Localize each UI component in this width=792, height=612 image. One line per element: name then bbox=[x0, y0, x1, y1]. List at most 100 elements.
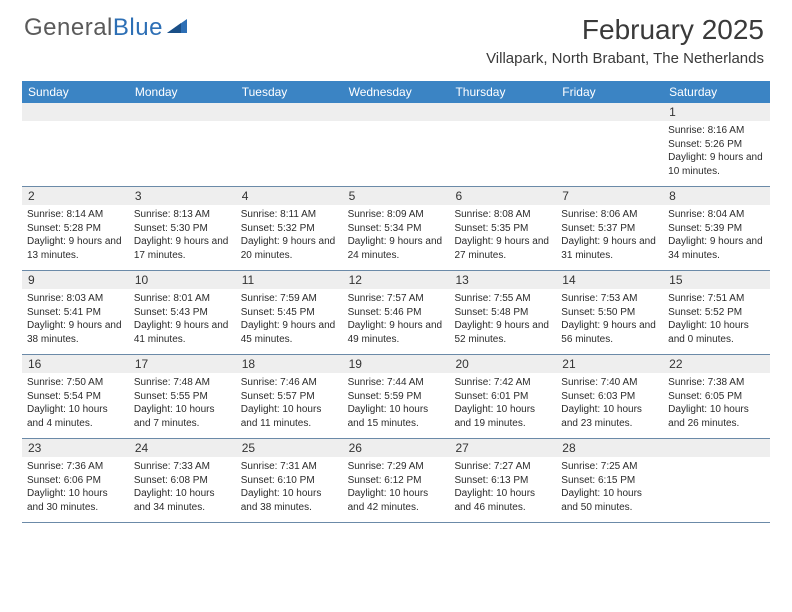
daylight-text: Daylight: 9 hours and 13 minutes. bbox=[27, 235, 124, 262]
day-number bbox=[556, 103, 663, 121]
day-number: 16 bbox=[22, 355, 129, 373]
week-row: Sunrise: 8:16 AMSunset: 5:26 PMDaylight:… bbox=[22, 121, 770, 187]
day-cell: Sunrise: 7:59 AMSunset: 5:45 PMDaylight:… bbox=[236, 289, 343, 354]
sunset-text: Sunset: 5:45 PM bbox=[241, 306, 338, 320]
daylight-text: Daylight: 9 hours and 34 minutes. bbox=[668, 235, 765, 262]
sunrise-text: Sunrise: 8:04 AM bbox=[668, 208, 765, 222]
daylight-text: Daylight: 9 hours and 20 minutes. bbox=[241, 235, 338, 262]
sunset-text: Sunset: 6:12 PM bbox=[348, 474, 445, 488]
sunset-text: Sunset: 6:13 PM bbox=[454, 474, 551, 488]
day-number: 14 bbox=[556, 271, 663, 289]
day-cell: Sunrise: 8:04 AMSunset: 5:39 PMDaylight:… bbox=[663, 205, 770, 270]
day-of-week-header: Sunday Monday Tuesday Wednesday Thursday… bbox=[22, 81, 770, 103]
daylight-text: Daylight: 10 hours and 42 minutes. bbox=[348, 487, 445, 514]
sunset-text: Sunset: 5:52 PM bbox=[668, 306, 765, 320]
sunset-text: Sunset: 5:34 PM bbox=[348, 222, 445, 236]
sunrise-text: Sunrise: 7:51 AM bbox=[668, 292, 765, 306]
dow-friday: Friday bbox=[556, 81, 663, 103]
day-cell bbox=[22, 121, 129, 186]
triangle-icon bbox=[167, 14, 189, 42]
dow-wednesday: Wednesday bbox=[343, 81, 450, 103]
daylight-text: Daylight: 9 hours and 10 minutes. bbox=[668, 151, 765, 178]
sunset-text: Sunset: 5:39 PM bbox=[668, 222, 765, 236]
daylight-text: Daylight: 10 hours and 19 minutes. bbox=[454, 403, 551, 430]
day-cell bbox=[129, 121, 236, 186]
day-number: 27 bbox=[449, 439, 556, 457]
sunrise-text: Sunrise: 7:40 AM bbox=[561, 376, 658, 390]
day-cell: Sunrise: 7:33 AMSunset: 6:08 PMDaylight:… bbox=[129, 457, 236, 522]
dow-sunday: Sunday bbox=[22, 81, 129, 103]
sunset-text: Sunset: 6:15 PM bbox=[561, 474, 658, 488]
week-row: Sunrise: 8:14 AMSunset: 5:28 PMDaylight:… bbox=[22, 205, 770, 271]
day-number: 28 bbox=[556, 439, 663, 457]
sunset-text: Sunset: 6:01 PM bbox=[454, 390, 551, 404]
day-number: 19 bbox=[343, 355, 450, 373]
day-cell: Sunrise: 7:50 AMSunset: 5:54 PMDaylight:… bbox=[22, 373, 129, 438]
daylight-text: Daylight: 9 hours and 56 minutes. bbox=[561, 319, 658, 346]
daylight-text: Daylight: 9 hours and 52 minutes. bbox=[454, 319, 551, 346]
daylight-text: Daylight: 9 hours and 17 minutes. bbox=[134, 235, 231, 262]
day-number: 22 bbox=[663, 355, 770, 373]
day-cell: Sunrise: 8:06 AMSunset: 5:37 PMDaylight:… bbox=[556, 205, 663, 270]
sunrise-text: Sunrise: 8:01 AM bbox=[134, 292, 231, 306]
daylight-text: Daylight: 10 hours and 11 minutes. bbox=[241, 403, 338, 430]
day-number bbox=[449, 103, 556, 121]
sunset-text: Sunset: 5:26 PM bbox=[668, 138, 765, 152]
daylight-text: Daylight: 10 hours and 50 minutes. bbox=[561, 487, 658, 514]
day-cell: Sunrise: 8:09 AMSunset: 5:34 PMDaylight:… bbox=[343, 205, 450, 270]
day-number: 4 bbox=[236, 187, 343, 205]
sunset-text: Sunset: 5:46 PM bbox=[348, 306, 445, 320]
sunrise-text: Sunrise: 8:06 AM bbox=[561, 208, 658, 222]
day-number-band: 1 bbox=[22, 103, 770, 121]
daylight-text: Daylight: 10 hours and 30 minutes. bbox=[27, 487, 124, 514]
day-number: 18 bbox=[236, 355, 343, 373]
day-number-band: 232425262728 bbox=[22, 439, 770, 457]
day-number bbox=[129, 103, 236, 121]
location-text: Villapark, North Brabant, The Netherland… bbox=[486, 50, 764, 67]
day-number: 7 bbox=[556, 187, 663, 205]
sunrise-text: Sunrise: 8:14 AM bbox=[27, 208, 124, 222]
daylight-text: Daylight: 10 hours and 23 minutes. bbox=[561, 403, 658, 430]
day-number: 15 bbox=[663, 271, 770, 289]
day-number: 17 bbox=[129, 355, 236, 373]
sunrise-text: Sunrise: 7:46 AM bbox=[241, 376, 338, 390]
daylight-text: Daylight: 10 hours and 15 minutes. bbox=[348, 403, 445, 430]
sunrise-text: Sunrise: 7:36 AM bbox=[27, 460, 124, 474]
sunset-text: Sunset: 5:55 PM bbox=[134, 390, 231, 404]
day-number-band: 9101112131415 bbox=[22, 271, 770, 289]
daylight-text: Daylight: 9 hours and 38 minutes. bbox=[27, 319, 124, 346]
day-cell: Sunrise: 7:36 AMSunset: 6:06 PMDaylight:… bbox=[22, 457, 129, 522]
sunrise-text: Sunrise: 7:31 AM bbox=[241, 460, 338, 474]
day-number: 23 bbox=[22, 439, 129, 457]
sunrise-text: Sunrise: 7:53 AM bbox=[561, 292, 658, 306]
sunset-text: Sunset: 5:32 PM bbox=[241, 222, 338, 236]
day-cell: Sunrise: 7:57 AMSunset: 5:46 PMDaylight:… bbox=[343, 289, 450, 354]
sunrise-text: Sunrise: 8:16 AM bbox=[668, 124, 765, 138]
sunset-text: Sunset: 5:54 PM bbox=[27, 390, 124, 404]
sunrise-text: Sunrise: 7:25 AM bbox=[561, 460, 658, 474]
sunrise-text: Sunrise: 7:33 AM bbox=[134, 460, 231, 474]
day-number bbox=[236, 103, 343, 121]
day-number-band: 2345678 bbox=[22, 187, 770, 205]
daylight-text: Daylight: 9 hours and 45 minutes. bbox=[241, 319, 338, 346]
logo-text-blue: Blue bbox=[113, 14, 163, 42]
day-cell: Sunrise: 7:29 AMSunset: 6:12 PMDaylight:… bbox=[343, 457, 450, 522]
day-cell: Sunrise: 7:46 AMSunset: 5:57 PMDaylight:… bbox=[236, 373, 343, 438]
sunset-text: Sunset: 5:35 PM bbox=[454, 222, 551, 236]
day-cell: Sunrise: 8:16 AMSunset: 5:26 PMDaylight:… bbox=[663, 121, 770, 186]
day-cell: Sunrise: 7:27 AMSunset: 6:13 PMDaylight:… bbox=[449, 457, 556, 522]
sunrise-text: Sunrise: 7:44 AM bbox=[348, 376, 445, 390]
day-cell: Sunrise: 7:38 AMSunset: 6:05 PMDaylight:… bbox=[663, 373, 770, 438]
day-cell: Sunrise: 7:55 AMSunset: 5:48 PMDaylight:… bbox=[449, 289, 556, 354]
day-number: 25 bbox=[236, 439, 343, 457]
sunset-text: Sunset: 5:59 PM bbox=[348, 390, 445, 404]
day-cell: Sunrise: 8:03 AMSunset: 5:41 PMDaylight:… bbox=[22, 289, 129, 354]
day-number: 5 bbox=[343, 187, 450, 205]
day-number bbox=[343, 103, 450, 121]
daylight-text: Daylight: 10 hours and 4 minutes. bbox=[27, 403, 124, 430]
sunset-text: Sunset: 5:57 PM bbox=[241, 390, 338, 404]
sunrise-text: Sunrise: 7:48 AM bbox=[134, 376, 231, 390]
day-number: 26 bbox=[343, 439, 450, 457]
day-cell: Sunrise: 7:44 AMSunset: 5:59 PMDaylight:… bbox=[343, 373, 450, 438]
day-number: 9 bbox=[22, 271, 129, 289]
